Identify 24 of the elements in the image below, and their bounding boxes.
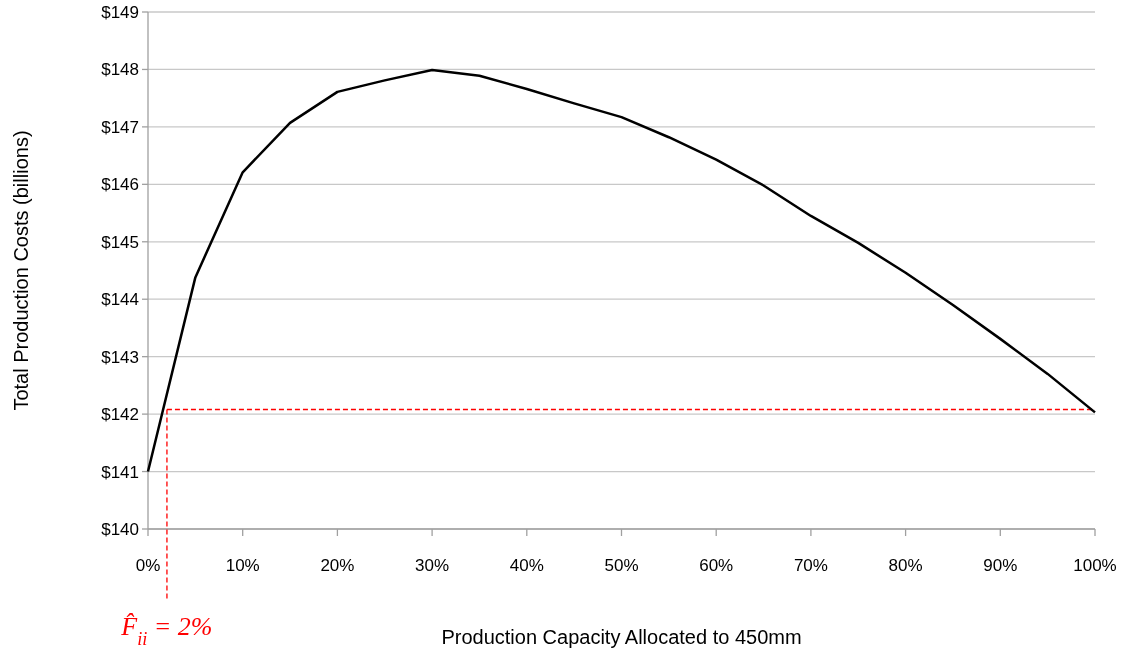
y-axis-title: Total Production Costs (billions) — [10, 130, 32, 411]
x-tick-label: 50% — [604, 556, 639, 575]
x-tick-label: 30% — [415, 556, 450, 575]
ref-line-label: F̂$_{ii}$ = 2% — [120, 612, 213, 649]
x-tick-label: 60% — [699, 556, 734, 575]
x-tick-label: 90% — [983, 556, 1018, 575]
x-tick-label: 0% — [135, 556, 161, 575]
x-tick-label: 20% — [320, 556, 355, 575]
y-tick-label: $146 — [101, 175, 139, 195]
y-tick-label: $142 — [101, 405, 139, 425]
y-tick-label: $143 — [101, 347, 139, 367]
x-tick-label: 40% — [509, 556, 544, 575]
x-tick-label: 100% — [1073, 556, 1117, 575]
x-tick-label: 10% — [225, 556, 260, 575]
x-axis-title: Production Capacity Allocated to 450mm — [441, 626, 802, 648]
y-tick-label: $145 — [101, 232, 139, 252]
x-tick-label: 80% — [888, 556, 923, 575]
y-tick-label: $148 — [101, 60, 139, 80]
y-tick-label: $149 — [101, 2, 139, 22]
y-tick-label: $141 — [101, 462, 139, 482]
y-tick-label: $147 — [101, 117, 139, 137]
x-tick-label: 70% — [793, 556, 828, 575]
y-tick-label: $144 — [101, 290, 139, 310]
y-tick-label: $140 — [101, 519, 139, 539]
